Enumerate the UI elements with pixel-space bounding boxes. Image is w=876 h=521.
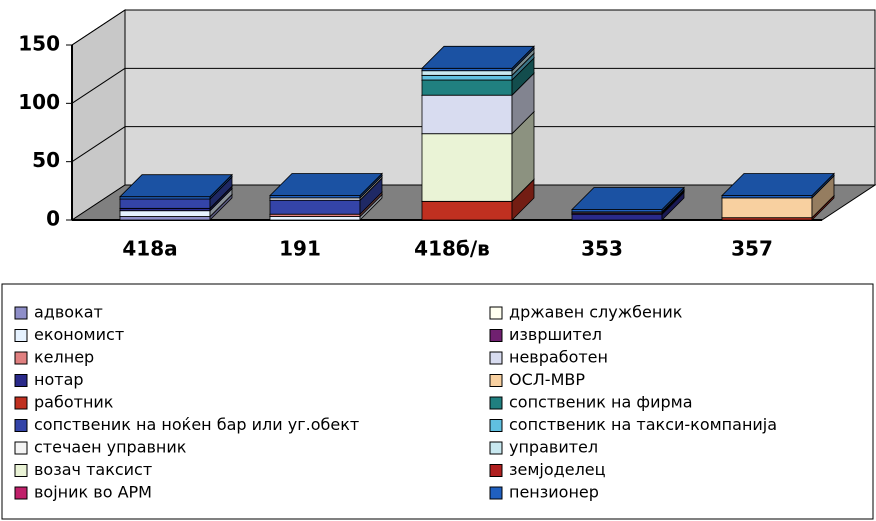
- grid-line: [71, 67, 126, 104]
- legend-swatch: [489, 464, 503, 477]
- legend-label: сопственик на фирма: [509, 393, 693, 412]
- bar-segment: [269, 216, 361, 221]
- y-tick-label: 50: [32, 148, 60, 172]
- legend-label: возач таксист: [34, 460, 152, 479]
- legend-label: келнер: [34, 348, 94, 367]
- legend-label: државен службеник: [509, 303, 683, 322]
- bar-segment: [119, 198, 211, 209]
- legend-swatch: [489, 441, 503, 455]
- legend-label: нотар: [34, 370, 84, 389]
- x-tick-label: 418б/в: [414, 237, 490, 261]
- x-tick-label: 353: [581, 237, 623, 261]
- bar-segment: [421, 200, 513, 221]
- bar-segment: [119, 210, 211, 217]
- legend-swatch: [14, 419, 28, 432]
- y-tick-label: 150: [18, 32, 60, 56]
- legend-label: стечаен управник: [34, 438, 187, 457]
- legend-label: управител: [509, 438, 598, 457]
- bar-segment: [421, 70, 513, 76]
- legend: [1, 283, 874, 520]
- legend-swatch: [489, 374, 503, 387]
- bar-top: [421, 45, 535, 69]
- bar-top: [721, 173, 835, 196]
- legend-swatch: [14, 306, 28, 320]
- legend-label: сопственик на такси-компанија: [509, 415, 777, 434]
- legend-label: извршител: [509, 325, 602, 344]
- legend-swatch: [14, 351, 28, 365]
- bar-segment: [721, 197, 813, 219]
- bar-segment: [119, 216, 211, 221]
- bar-top: [269, 173, 383, 196]
- bar-segment: [421, 79, 513, 96]
- bar-segment: [571, 213, 663, 221]
- bar-top: [119, 174, 233, 198]
- legend-swatch: [14, 329, 28, 342]
- legend-swatch: [489, 329, 503, 342]
- x-tick-label: 191: [279, 237, 321, 261]
- y-tick-label: 0: [46, 207, 60, 231]
- legend-swatch: [14, 486, 28, 500]
- legend-label: земјоделец: [509, 460, 606, 479]
- legend-swatch: [489, 351, 503, 365]
- legend-swatch: [489, 419, 503, 432]
- legend-swatch: [489, 306, 503, 320]
- legend-label: ОСЛ-МВР: [509, 370, 585, 389]
- legend-label: адвокат: [34, 303, 103, 322]
- bar-top: [571, 187, 685, 210]
- legend-swatch: [14, 396, 28, 410]
- grid-line: [71, 9, 126, 46]
- x-tick-label: 418а: [122, 237, 177, 261]
- legend-label: невработен: [509, 348, 608, 367]
- legend-label: економист: [34, 325, 124, 344]
- legend-swatch: [14, 374, 28, 387]
- legend-label: пензионер: [509, 483, 599, 502]
- grid-line: [71, 126, 126, 163]
- legend-label: сопственик на ноќен бар или уг.обект: [34, 415, 359, 434]
- legend-swatch: [14, 441, 28, 455]
- legend-label: војник во АРМ: [34, 483, 152, 502]
- x-tick-label: 357: [731, 237, 773, 261]
- bar-segment: [421, 74, 513, 81]
- bar-segment: [421, 94, 513, 135]
- side-wall: [71, 9, 126, 221]
- legend-swatch: [489, 396, 503, 410]
- bar-segment: [421, 133, 513, 202]
- legend-label: работник: [34, 393, 114, 412]
- legend-swatch: [14, 464, 28, 477]
- y-tick-label: 100: [18, 90, 60, 114]
- legend-swatch: [489, 486, 503, 500]
- bar-segment: [269, 199, 361, 215]
